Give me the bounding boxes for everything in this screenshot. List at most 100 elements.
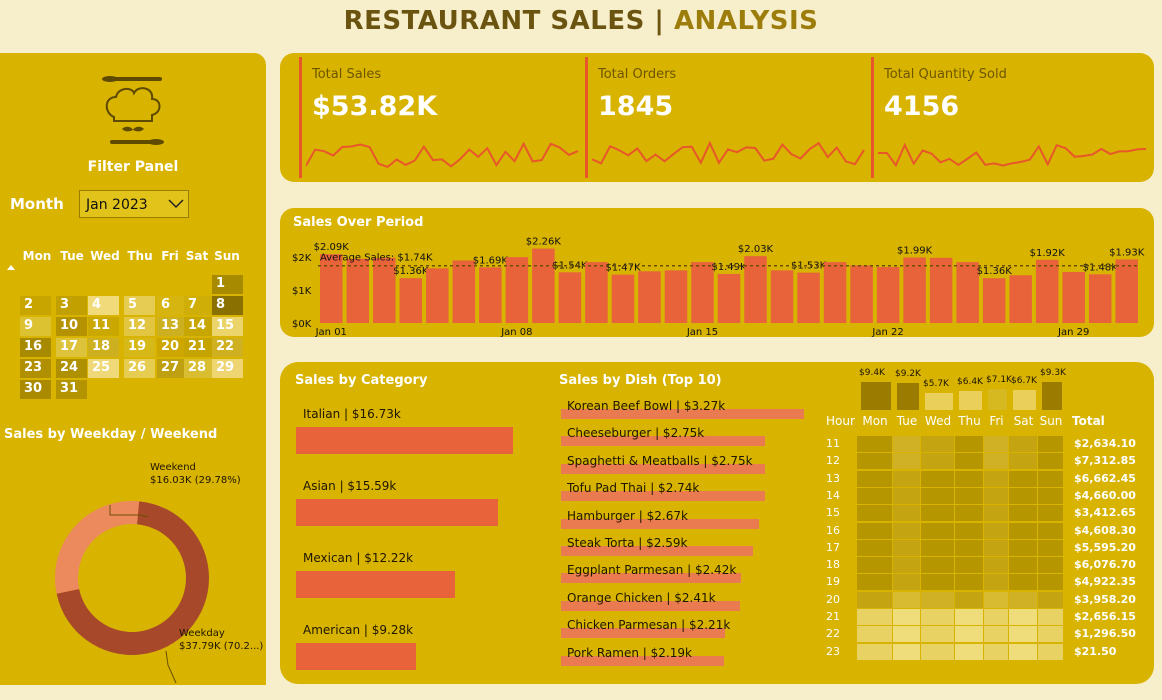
heatmap-cell[interactable] (857, 539, 893, 557)
period-bar[interactable] (346, 258, 370, 323)
heatmap-cell[interactable] (893, 574, 921, 592)
dish-bar[interactable] (561, 600, 741, 611)
period-bar[interactable] (1009, 275, 1032, 323)
heatmap-cell[interactable] (955, 505, 984, 523)
period-bar[interactable] (717, 273, 741, 323)
calendar-date[interactable]: 3 (56, 296, 87, 315)
category-bar[interactable] (296, 571, 455, 598)
heatmap-cell[interactable] (955, 591, 984, 609)
heatmap-cell[interactable] (921, 591, 955, 609)
period-bar[interactable] (929, 257, 953, 323)
dish-bar[interactable] (561, 463, 766, 474)
calendar-date[interactable]: 17 (56, 338, 87, 357)
heatmap-cell[interactable] (1038, 470, 1064, 488)
heatmap-cell[interactable] (1038, 557, 1064, 575)
heatmap-cell[interactable] (921, 522, 955, 540)
calendar-date[interactable]: 26 (124, 359, 155, 378)
heatmap-cell[interactable] (893, 505, 921, 523)
heatmap-cell[interactable] (955, 609, 984, 626)
period-bar[interactable] (638, 271, 661, 323)
dish-bar[interactable] (561, 436, 766, 447)
calendar-date[interactable]: 7 (184, 296, 215, 315)
heatmap-cell[interactable] (857, 574, 893, 592)
heatmap-cell[interactable] (893, 591, 921, 609)
heatmap-cell[interactable] (984, 557, 1009, 575)
heatmap-cell[interactable] (857, 591, 893, 609)
heatmap-cell[interactable] (1009, 643, 1038, 661)
heatmap-cell[interactable] (893, 626, 921, 644)
heatmap-cell[interactable] (1009, 591, 1038, 609)
period-bar[interactable] (1088, 274, 1112, 323)
calendar-date[interactable]: 8 (212, 296, 243, 315)
heatmap-cell[interactable] (921, 626, 955, 644)
heatmap-cell[interactable] (955, 574, 984, 592)
heatmap-cell[interactable] (857, 557, 893, 575)
period-bar[interactable] (320, 254, 343, 323)
heatmap-cell[interactable] (921, 643, 955, 661)
calendar-date[interactable]: 16 (20, 338, 51, 357)
heatmap-cell[interactable] (857, 453, 893, 471)
calendar-date[interactable]: 23 (20, 359, 51, 378)
heatmap-cell[interactable] (1038, 505, 1064, 523)
period-bar[interactable] (797, 272, 820, 323)
period-bar[interactable] (611, 274, 635, 323)
calendar-date[interactable]: 30 (20, 380, 51, 399)
heatmap-cell[interactable] (1009, 626, 1038, 644)
period-bar[interactable] (558, 272, 582, 323)
day-total-bar[interactable] (897, 382, 919, 410)
heatmap-cell[interactable] (1038, 487, 1064, 505)
heatmap-cell[interactable] (955, 557, 984, 575)
sort-up-icon[interactable] (6, 263, 16, 271)
heatmap-cell[interactable] (857, 505, 893, 523)
heatmap-cell[interactable] (1009, 522, 1038, 540)
heatmap-cell[interactable] (1038, 436, 1064, 453)
heatmap-cell[interactable] (1038, 643, 1064, 661)
heatmap-cell[interactable] (984, 487, 1009, 505)
calendar-date[interactable]: 21 (184, 338, 215, 357)
period-bar[interactable] (664, 270, 688, 323)
heatmap-cell[interactable] (893, 470, 921, 488)
period-bar[interactable] (744, 256, 767, 323)
heatmap-cell[interactable] (921, 574, 955, 592)
heatmap-cell[interactable] (984, 609, 1009, 626)
donut-slice-weekend[interactable] (55, 501, 140, 594)
heatmap-cell[interactable] (857, 609, 893, 626)
heatmap-cell[interactable] (1038, 609, 1064, 626)
heatmap-cell[interactable] (955, 643, 984, 661)
heatmap-cell[interactable] (1009, 574, 1038, 592)
heatmap-cell[interactable] (857, 643, 893, 661)
heatmap-cell[interactable] (857, 436, 893, 453)
calendar-date[interactable]: 1 (212, 275, 243, 294)
dish-bar[interactable] (561, 628, 726, 639)
period-bar[interactable] (903, 257, 926, 323)
calendar-date[interactable]: 12 (124, 317, 155, 336)
heatmap-cell[interactable] (893, 539, 921, 557)
period-bar[interactable] (505, 257, 529, 323)
heatmap-cell[interactable] (984, 626, 1009, 644)
heatmap-cell[interactable] (1009, 453, 1038, 471)
period-bar[interactable] (426, 268, 449, 323)
heatmap-cell[interactable] (893, 609, 921, 626)
category-bar[interactable] (296, 499, 499, 526)
period-bar[interactable] (452, 260, 476, 323)
heatmap-cell[interactable] (921, 470, 955, 488)
calendar-date[interactable]: 22 (212, 338, 243, 357)
calendar-date[interactable]: 31 (56, 380, 87, 399)
calendar-date[interactable]: 24 (56, 359, 87, 378)
calendar-date[interactable]: 11 (88, 317, 119, 336)
heatmap-cell[interactable] (1009, 487, 1038, 505)
heatmap-cell[interactable] (955, 470, 984, 488)
heatmap-cell[interactable] (955, 626, 984, 644)
period-bar[interactable] (585, 262, 608, 323)
period-bar[interactable] (1062, 271, 1085, 323)
day-total-bar[interactable] (988, 388, 1007, 410)
heatmap-cell[interactable] (1038, 591, 1064, 609)
heatmap-cell[interactable] (955, 453, 984, 471)
period-bar[interactable] (1035, 259, 1059, 323)
heatmap-cell[interactable] (921, 557, 955, 575)
heatmap-cell[interactable] (893, 487, 921, 505)
heatmap-cell[interactable] (921, 539, 955, 557)
heatmap-cell[interactable] (984, 643, 1009, 661)
period-bar[interactable] (956, 262, 979, 323)
heatmap-cell[interactable] (1038, 522, 1064, 540)
